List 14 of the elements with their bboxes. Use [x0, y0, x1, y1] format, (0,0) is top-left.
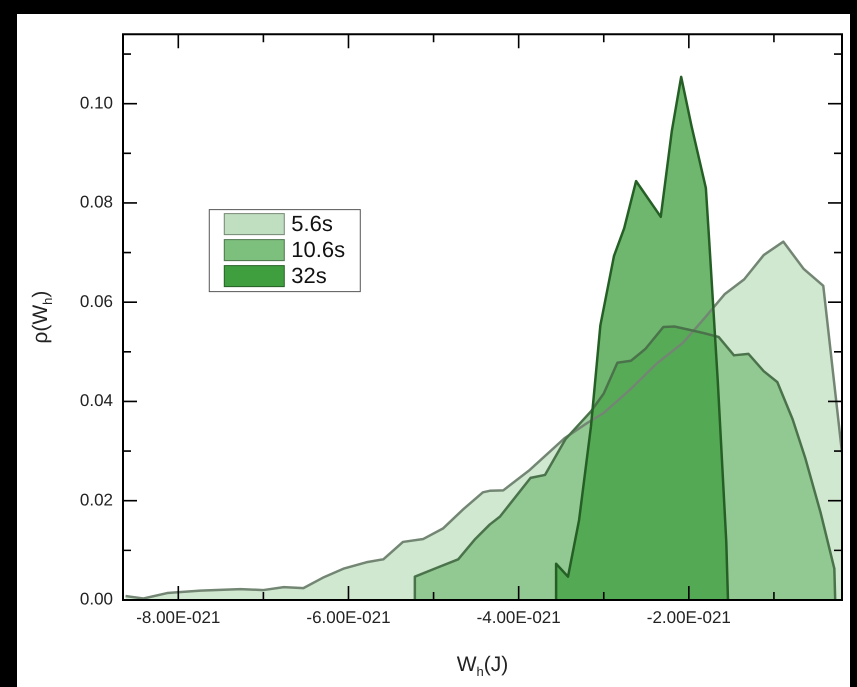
x-tick-label: -6.00E-021	[306, 608, 391, 627]
legend-label: 10.6s	[291, 237, 346, 262]
y-tick-label: 0.02	[80, 490, 113, 510]
y-tick-label: 0.08	[80, 192, 113, 212]
x-tick-label: -8.00E-021	[136, 608, 220, 627]
y-tick-label: 0.04	[80, 391, 113, 410]
x-tick-label: -4.00E-021	[476, 608, 561, 627]
x-tick-label: -2.00E-021	[646, 608, 731, 627]
y-tick-label: 0.10	[80, 93, 113, 112]
y-axis-title: ρ(Wh)	[28, 290, 55, 344]
y-tick-label: 0.00	[80, 590, 113, 609]
y-tick-label: 0.06	[80, 292, 113, 311]
legend-label: 5.6s	[291, 211, 333, 236]
legend-label: 32s	[291, 263, 327, 288]
